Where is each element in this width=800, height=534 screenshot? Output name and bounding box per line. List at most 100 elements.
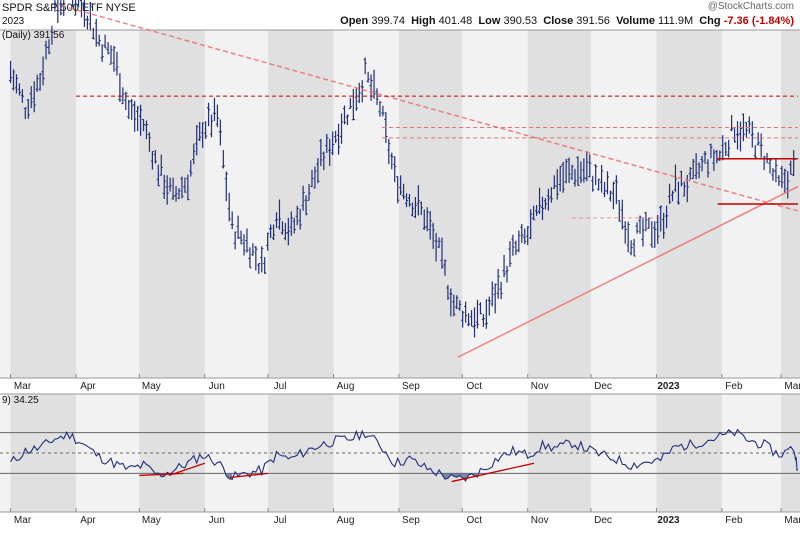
price-bar [632,238,636,257]
high-value: 401.48 [438,15,473,27]
price-bar [517,230,521,253]
price-bar [650,221,654,248]
price-bar [540,196,545,221]
price-bar [124,91,128,111]
price-axis-tick-label: 2023 [657,381,680,392]
price-bar [254,246,258,271]
price-axis-tick-label: Feb [725,381,743,392]
price-axis-tick-label: May [142,381,161,392]
price-bar [493,283,497,314]
price-bar [617,200,621,222]
price-bar [177,188,181,200]
price-legend-label: (Daily) 391.56 [2,30,65,41]
price-bar [88,1,92,31]
price-bar [103,34,107,49]
price-bar [85,15,89,30]
price-bar [771,168,775,181]
price-bar [410,202,415,217]
price-panel-month-band [398,30,463,378]
price-bar [295,205,299,226]
rsi-axis-tick-label: Mar [14,515,32,526]
rsi-axis-tick-label: Oct [466,515,482,526]
price-bar [783,168,787,193]
price-bar [514,240,518,255]
price-bar [437,237,441,248]
price-bar [579,161,583,184]
price-bar [608,190,613,202]
price-axis-tick-label: Aug [337,381,355,392]
price-bar [425,207,429,232]
price-bar [664,205,669,229]
price-bar [192,143,196,165]
price-bar [526,226,530,246]
price-bar [744,122,748,138]
price-bar [274,212,279,229]
price-bar [635,222,639,234]
price-bar [233,231,237,250]
price-bar [682,181,686,197]
price-axis-tick-label: Dec [594,381,612,392]
price-bar [168,177,172,192]
price-bar [416,185,420,216]
price-bar [328,138,332,166]
price-bar [786,171,790,199]
price-panel-month-band [139,30,205,378]
price-bar [422,209,426,230]
rsi-axis-tick-label: Apr [80,515,96,526]
price-bar [520,223,524,243]
price-bar [567,157,571,184]
price-bar [322,151,326,171]
price-bar [118,73,122,102]
price-axis-tick-label: Jul [274,381,287,392]
price-bar [511,234,515,256]
price-bar [345,114,350,126]
price-bar [251,243,255,256]
price-bar [443,259,447,276]
price-bar [38,72,42,91]
rsi-axis-tick-label: Dec [594,515,612,526]
price-bar [662,212,666,239]
price-bar [283,222,287,241]
price-bar [543,198,548,210]
price-bar [357,82,361,104]
price-bar [576,156,580,186]
price-bar [97,34,101,47]
price-bar [381,105,385,117]
price-bar [475,299,480,329]
price-bar [351,88,355,121]
price-axis-tick-label: Mar [784,381,800,392]
price-bar [656,214,660,244]
price-bar [307,184,311,201]
rsi-axis-tick-label: Jul [274,515,287,526]
price-bar [269,224,273,238]
price-bar [310,169,314,187]
price-bar [387,138,391,165]
price-bar [109,45,113,65]
price-bar [180,176,184,199]
price-bar [136,105,140,131]
price-bar [334,130,338,144]
price-bar [620,199,624,230]
price-bar [638,215,642,234]
price-bar [709,143,713,159]
price-axis-tick-label: Apr [80,381,96,392]
rsi-axis-tick-label: Nov [531,515,549,526]
price-bar [174,186,178,202]
price-bar [688,167,692,180]
rsi-trendline [451,462,535,483]
price-bar [534,204,539,216]
price-bar [641,218,645,247]
open-label: Open [340,15,369,27]
price-bar [753,145,757,158]
price-bar [401,183,406,200]
price-bar [133,101,137,132]
price-bar [623,221,627,244]
price-bar [691,158,695,180]
price-bar [676,181,681,205]
price-axis-tick-label: Sep [402,381,420,392]
price-bar [206,102,211,127]
price-bar [440,237,444,269]
price-bar [605,171,610,195]
price-panel-month-band [10,30,76,378]
